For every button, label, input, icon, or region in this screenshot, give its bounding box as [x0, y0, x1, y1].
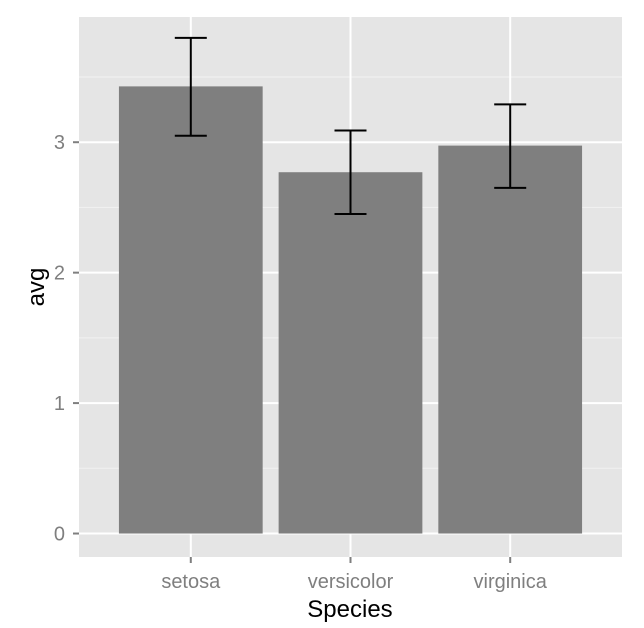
y-tick-label: 2	[54, 263, 65, 285]
x-tick-label: versicolor	[308, 571, 394, 593]
y-tick-label: 0	[54, 524, 65, 546]
y-axis-title: avg	[23, 268, 50, 307]
bars	[118, 86, 583, 534]
bar	[118, 86, 263, 534]
bar	[278, 172, 423, 534]
y-tick-label: 3	[54, 132, 65, 154]
y-tick-label: 1	[54, 393, 65, 415]
x-axis-tick-labels: setosa versicolor virginica	[161, 571, 547, 593]
y-axis-tick-labels: 0 1 2 3	[54, 132, 65, 545]
x-tick-label: setosa	[161, 571, 221, 593]
axis-ticks	[73, 141, 512, 563]
error-bars	[174, 36, 527, 215]
bar	[438, 145, 583, 534]
x-tick-label: virginica	[474, 571, 548, 593]
x-axis-title: Species	[307, 596, 392, 623]
